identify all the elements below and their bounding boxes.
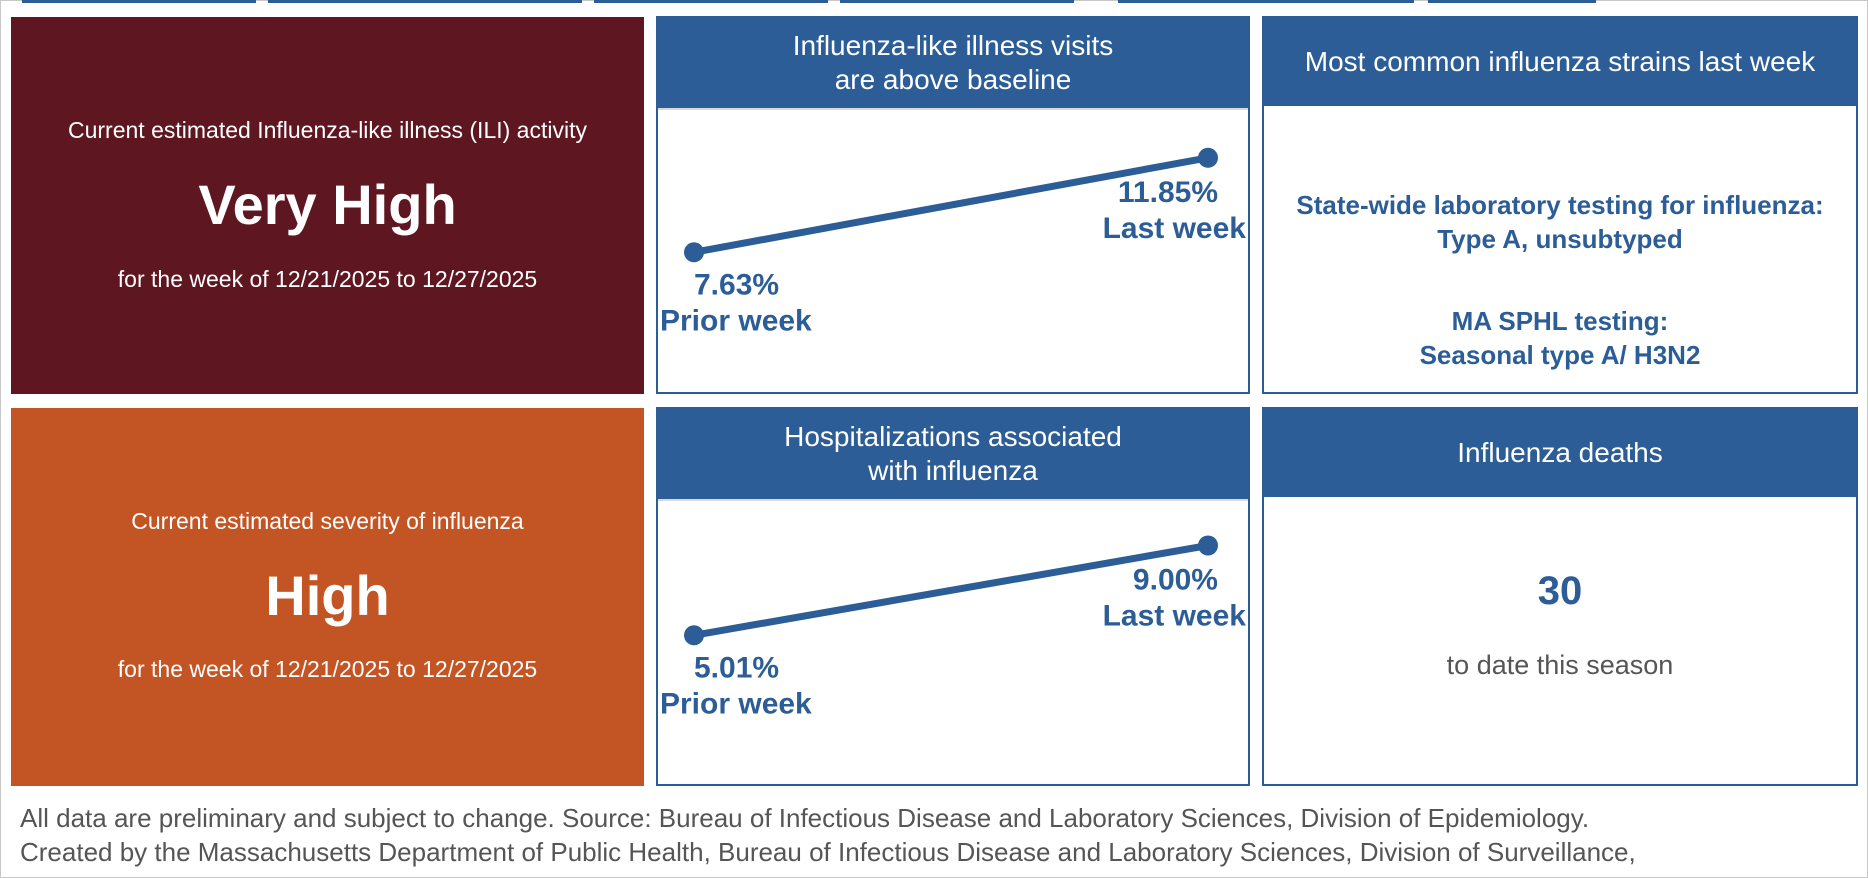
tab-6[interactable] [1428,0,1596,3]
ili-visits-point-prior-week[interactable] [684,242,704,263]
ili-visits-point-last-week[interactable] [1198,147,1218,168]
severity-period: for the week of 12/21/2025 to 12/27/2025 [117,656,538,682]
sphl-testing-line2: Seasonal type A/ H3N2 [1419,340,1701,370]
deaths-count: 30 [1537,569,1583,613]
deaths-title: Influenza deaths [1457,437,1663,468]
hospitalizations-prior-week-label: Prior week [660,687,812,720]
ili-activity-label: Current estimated Influenza-like illness… [68,117,587,143]
tab-3[interactable] [594,0,828,3]
deaths-panel: Influenza deaths 30 to date this season [1262,407,1858,786]
ili-visits-panel: Influenza-like illness visits are above … [656,16,1250,394]
hospitalizations-header: Hospitalizations associated with influen… [658,409,1248,499]
sphl-testing-line1: MA SPHL testing: [1451,306,1669,336]
hospitalizations-title-line1: Hospitalizations associated [784,421,1122,452]
ili-activity-tile: Current estimated Influenza-like illness… [11,17,644,394]
statewide-testing-line2: Type A, unsubtyped [1437,224,1683,254]
tab-1[interactable] [22,0,256,3]
hospitalizations-last-week-value: 9.00% [1133,564,1218,597]
footer-line2: Created by the Massachusetts Department … [20,837,1636,867]
ili-visits-last-week-value: 11.85% [1118,176,1218,209]
hospitalizations-point-last-week[interactable] [1198,535,1218,556]
tab-4[interactable] [840,0,1074,3]
severity-label: Current estimated severity of influenza [131,508,524,534]
ili-visits-chart-area: 7.63% Prior week 11.85% Last week [658,108,1248,392]
ili-visits-last-week-label: Last week [1103,212,1247,245]
severity-tile: Current estimated severity of influenza … [11,408,644,786]
ili-visits-trend-line [693,154,1209,256]
tab-5[interactable] [1118,0,1414,3]
hospitalizations-panel: Hospitalizations associated with influen… [656,407,1250,786]
ili-visits-prior-week-value: 7.63% [694,268,779,301]
deaths-header: Influenza deaths [1264,409,1856,497]
ili-visits-chart: 7.63%Prior week 11.85%Last week [660,147,1247,337]
strains-title: Most common influenza strains last week [1304,46,1816,77]
strains-header: Most common influenza strains last week [1264,18,1856,106]
strains-panel: Most common influenza strains last week … [1262,16,1858,394]
ili-visits-title-line2: are above baseline [834,64,1072,95]
hospitalizations-prior-week-value: 5.01% [694,651,779,684]
ili-visits-title-line1: Influenza-like illness visits [792,30,1114,61]
ili-activity-level: Very High [198,173,457,236]
hospitalizations-point-prior-week[interactable] [684,625,704,646]
hospitalizations-chart-area: 5.01% Prior week 9.00% Last week [658,499,1248,784]
deaths-note: to date this season [1446,650,1674,680]
hospitalizations-chart: 5.01%Prior week 9.00%Last week [660,535,1247,720]
hospitalizations-last-week-label: Last week [1103,600,1247,633]
severity-level: High [265,564,390,627]
statewide-testing-line1: State-wide laboratory testing for influe… [1296,190,1824,220]
footer-line1: All data are preliminary and subject to … [20,803,1590,833]
hospitalizations-trend-line [693,542,1209,639]
ili-activity-period: for the week of 12/21/2025 to 12/27/2025 [117,266,538,292]
hospitalizations-title-line2: with influenza [868,455,1038,486]
tab-2[interactable] [268,0,582,3]
ili-visits-header: Influenza-like illness visits are above … [658,18,1248,108]
ili-visits-prior-week-label: Prior week [660,304,812,337]
